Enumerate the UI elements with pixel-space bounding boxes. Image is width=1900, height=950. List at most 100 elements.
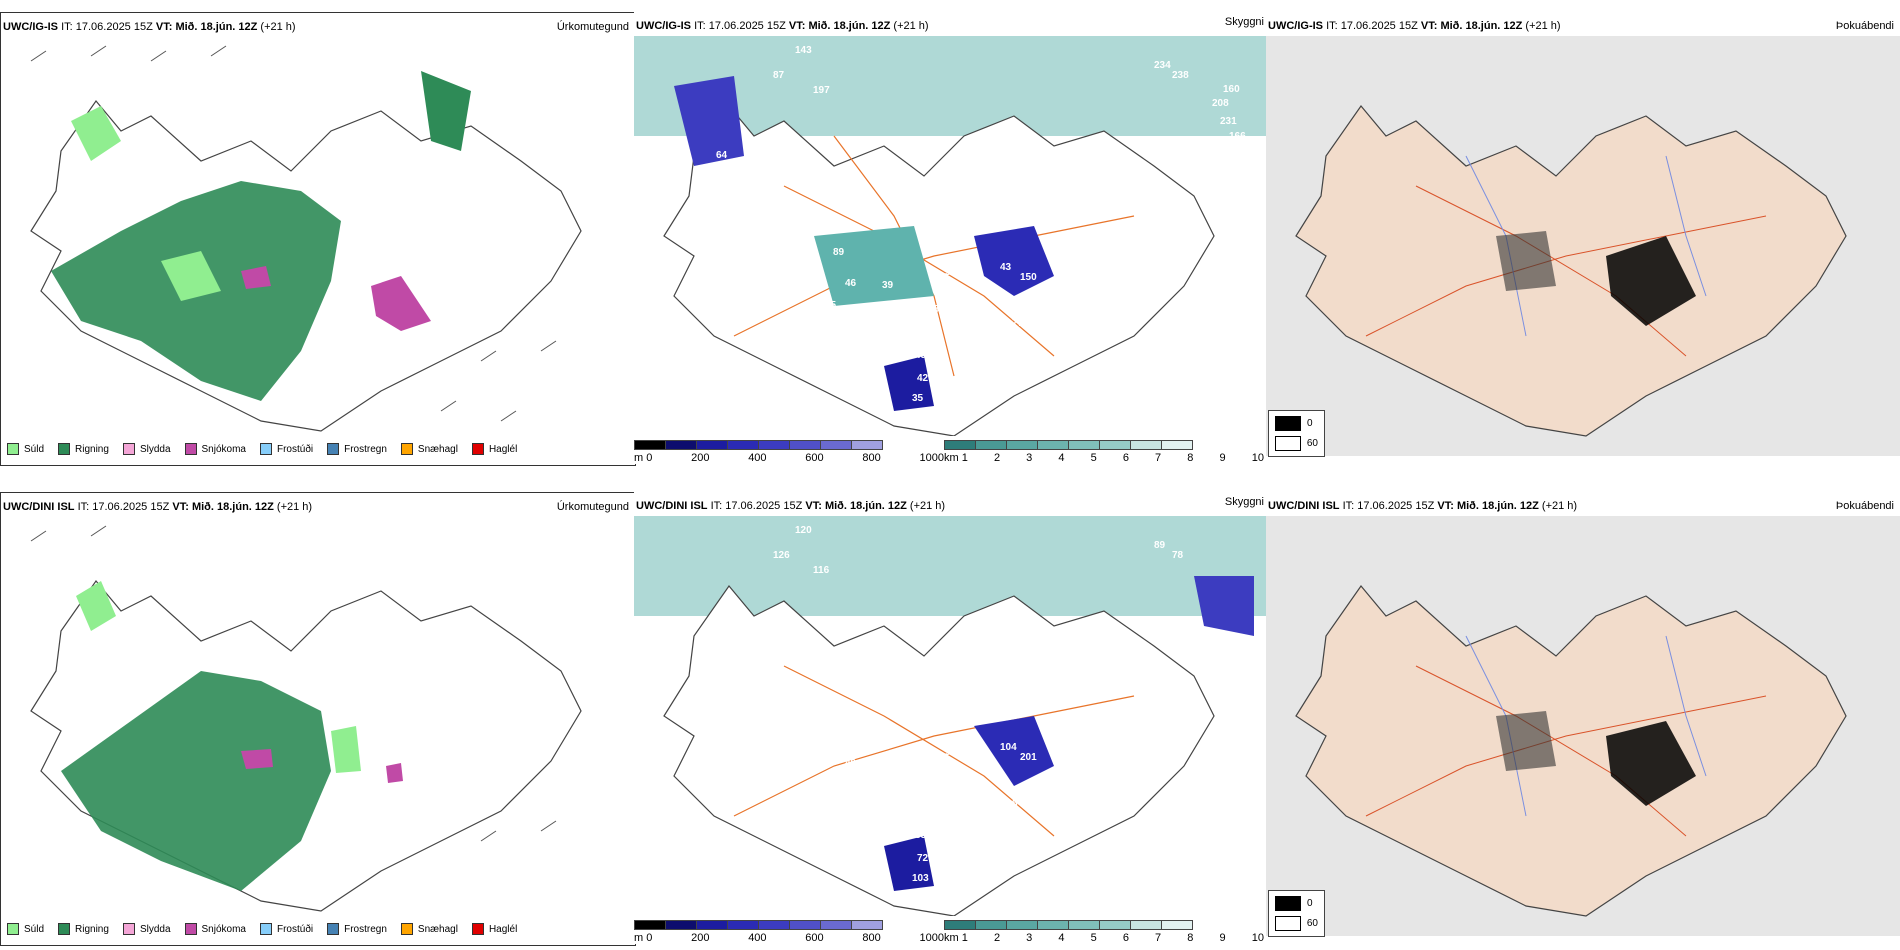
low-ceiling-area [674,76,744,166]
ceiling-value-label: 30 [938,397,950,408]
legend-item: Snæhagl [400,923,458,935]
panel-title: UWC/IG-IS IT: 17.06.2025 15Z VT: Mið. 18… [1268,20,1561,32]
ceiling-value-label: 103 [912,873,929,884]
fog-area [1496,711,1556,771]
visibility-colorbar [944,440,1193,450]
iceland-coastline [1295,585,1847,917]
ceiling-value-label: 49 [795,200,807,211]
ceiling-value-label: 77 [1036,309,1048,320]
wind-barbs [30,525,557,842]
iceland-coastline [1295,105,1847,437]
visibility-panel-bottom: UWC/DINI ISL IT: 17.06.2025 15Z VT: Mið.… [634,492,1266,944]
ceiling-value-label: 131 [844,342,861,353]
ceiling-value-label: 166 [1229,131,1246,142]
low-ceiling-area [884,356,934,411]
legend-item: Frostúði [259,923,313,935]
param-label: Skyggni [1224,496,1264,508]
ceiling-value-label: 234 [1154,60,1171,71]
low-ceiling-area [884,836,934,891]
fog-legend-bottom: 0 60 [1268,890,1325,937]
ceiling-value-label: 119 [1042,293,1059,304]
visibility-map [634,516,1266,916]
ceiling-value-label: 150 [1020,272,1037,283]
panel-title: UWC/DINI ISL IT: 17.06.2025 15Z VT: Mið.… [3,501,313,513]
ceiling-value-label: 87 [773,70,785,81]
ceiling-value-label: 43 [1000,262,1012,273]
legend-item: Rigning [58,923,109,935]
snow-area [386,763,403,783]
drizzle-area [76,581,116,631]
legend-item: Frostregn [327,443,387,455]
ceiling-value-label: 45 [1042,773,1054,784]
fog-area [1606,236,1696,326]
ceiling-value-label: 489 [928,304,945,315]
visibility-map [634,36,1266,436]
ceiling-value-label: 119 [1233,196,1250,207]
low-ceiling-area [1194,576,1254,636]
ceiling-value-label: 77 [1012,318,1024,329]
ceiling-value-label: 89 [833,247,845,258]
ceiling-value-label: 62 [795,680,807,691]
legend-item: Snjókoma [184,923,246,935]
ceiling-value-label: 201 [1020,752,1037,763]
ceiling-value-label: 238 [1172,70,1189,81]
ceiling-value-label: 208 [1212,98,1229,109]
ceiling-value-label: 104 [1000,742,1017,753]
low-ceiling-area [974,226,1054,296]
panel-title: UWC/IG-IS IT: 17.06.2025 15Z VT: Mið. 18… [3,21,296,33]
legend-item: Frostregn [327,923,387,935]
fog-map [1266,36,1900,456]
fog-legend-top: 0 60 [1268,410,1325,457]
legend-item: Slydda [122,923,171,935]
ceiling-value-label: 46 [845,278,857,289]
ceiling-value-label: 81 [863,785,875,796]
legend-item: Rigning [58,443,109,455]
wind-barbs [30,45,557,422]
param-label: Úrkomutegund [556,501,629,513]
legend-item: Haglél [471,443,517,455]
iceland-coastline [663,105,1215,436]
fog-area [1606,721,1696,806]
visibility-colorbar-labels: km 1 2 3 4 5 6 7 8 9 10 [944,452,1264,464]
ceiling-colorbar [634,920,883,930]
ceiling-value-label: 35 [912,393,924,404]
ceiling-value-label: 64 [716,150,728,161]
ceiling-colorbar-labels: m 0 200 400 600 800 1000 [634,932,944,944]
ceiling-value-label: 197 [813,85,830,96]
rain-area [421,71,471,151]
ceiling-value-label: 169 [833,727,850,738]
precip-map [30,525,582,912]
fog-area [1496,231,1556,291]
ceiling-value-label: 60 [863,305,875,316]
legend-item: Snæhagl [400,443,458,455]
fog-map [1266,516,1900,936]
drizzle-area [331,726,361,773]
precip-legend: Súld Rigning Slydda Snjókoma Frostúði Fr… [7,923,517,935]
snow-area [371,276,431,331]
param-label: Þokuábendi [1835,500,1894,512]
ceiling-value-label: 42 [917,373,929,384]
ceiling-value-label: 35 [915,830,927,841]
precip-type-panel-bottom: UWC/DINI ISL IT: 17.06.2025 15Z VT: Mið.… [0,492,636,946]
ceiling-value-label: 126 [773,550,790,561]
ceiling-value-label: 89 [1154,540,1166,551]
ceiling-value-label: 160 [1223,84,1240,95]
legend-item: Slydda [122,443,171,455]
ceiling-value-label: 231 [1220,116,1237,127]
param-label: Úrkomutegund [556,21,629,33]
ceiling-value-label: 72 [917,853,929,864]
legend-item: Snjókoma [184,443,246,455]
drizzle-area [161,251,221,301]
ceiling-value-label: 105 [938,877,955,888]
ceiling-value-label: 143 [795,45,812,56]
roads [1365,665,1767,837]
ceiling-value-label: 57 [935,355,947,366]
visibility-colorbar-labels: km 1 2 3 4 5 6 7 8 9 10 [944,932,1264,944]
panel-title: UWC/DINI ISL IT: 17.06.2025 15Z VT: Mið.… [1268,500,1578,512]
legend-item: Haglél [471,923,517,935]
panel-title: UWC/DINI ISL IT: 17.06.2025 15Z VT: Mið.… [636,500,946,512]
ceiling-value-label: 42 [1036,789,1048,800]
low-ceiling-area [974,716,1054,786]
ceiling-value-label: 39 [882,280,894,291]
ceiling-value-label: 42 [792,797,804,808]
